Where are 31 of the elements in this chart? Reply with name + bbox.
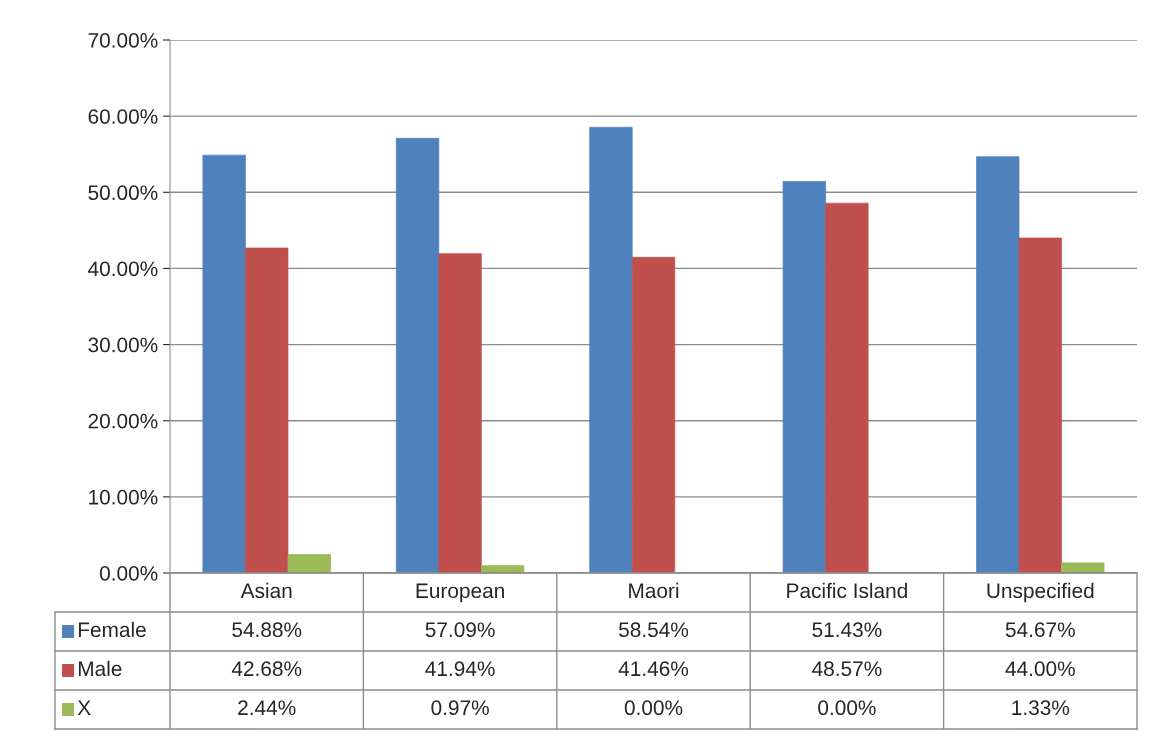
data-label: 54.67% — [1005, 622, 1075, 638]
y-tick-label: 40.00% — [88, 261, 158, 277]
x-tick-label: Unspecified — [987, 582, 1094, 603]
legend-label: X — [77, 700, 91, 715]
y-tick-label: 30.00% — [88, 337, 158, 353]
data-label: 2.44% — [238, 700, 296, 716]
data-label: 42.68% — [231, 661, 302, 677]
data-label: 54.88% — [232, 622, 302, 638]
data-label: 44.00% — [1005, 661, 1075, 677]
x-tick-label: European — [416, 583, 504, 603]
legend-label: Female — [78, 621, 146, 638]
y-tick-label: 60.00% — [88, 109, 158, 124]
y-tick-label: 20.00% — [88, 413, 158, 429]
data-label: 57.09% — [425, 622, 495, 638]
data-label: 0.00% — [818, 700, 876, 716]
x-tick-label: Pacific Island — [787, 582, 907, 599]
y-tick-label: 70.00% — [88, 33, 158, 48]
y-tick-label: 10.00% — [89, 489, 158, 505]
data-label: 0.97% — [431, 700, 489, 716]
y-tick-label: 50.00% — [88, 185, 158, 201]
data-label: 51.43% — [812, 622, 882, 638]
legend-label: Male — [78, 660, 122, 677]
data-label: 1.33% — [1012, 700, 1070, 716]
x-tick-label: Maori — [629, 582, 679, 599]
data-label: 58.54% — [619, 622, 689, 638]
data-label: 48.57% — [812, 661, 882, 677]
data-label: 0.00% — [624, 700, 683, 716]
y-tick-label: 0.00% — [99, 566, 158, 581]
data-label: 41.94% — [425, 661, 495, 677]
data-label: 41.46% — [618, 661, 689, 677]
x-tick-label: Asian — [240, 582, 292, 599]
